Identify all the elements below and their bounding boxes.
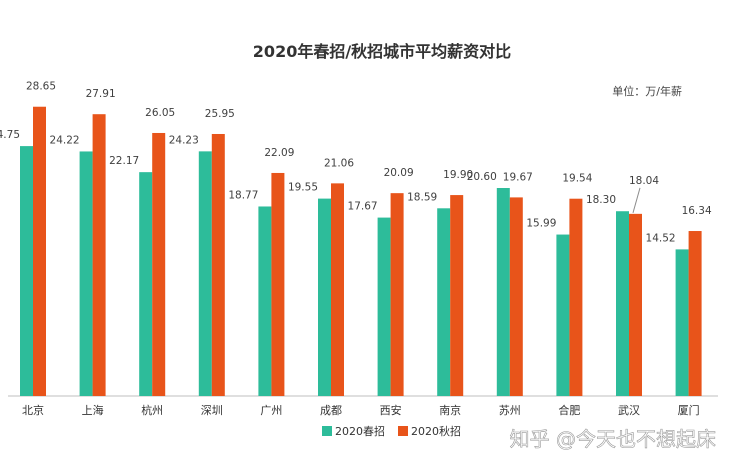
- value-label: 24.23: [169, 134, 199, 146]
- legend: 2020春招 2020秋招: [322, 424, 461, 438]
- x-tick-label: 成都: [320, 404, 342, 417]
- bar-spring-8: [496, 188, 510, 396]
- value-label: 22.09: [264, 147, 294, 159]
- value-label: 19.90: [443, 169, 473, 181]
- value-label: 19.54: [562, 173, 592, 185]
- bar-autumn-5: [331, 183, 344, 396]
- x-tick-label: 深圳: [201, 404, 223, 417]
- watermark: 知乎 @今天也不想起床: [510, 427, 716, 451]
- value-label: 21.06: [324, 157, 354, 169]
- value-label: 16.34: [682, 205, 712, 217]
- value-label: 24.22: [50, 134, 80, 146]
- value-label: 18.59: [407, 191, 437, 203]
- value-label: 24.75: [0, 129, 20, 141]
- value-label: 14.52: [646, 232, 676, 244]
- value-label: 26.05: [145, 107, 175, 119]
- value-label: 22.17: [109, 155, 139, 167]
- bar-spring-11: [675, 249, 689, 396]
- x-tick-label: 北京: [22, 403, 44, 417]
- value-label: 20.09: [384, 167, 414, 179]
- bar-autumn-8: [509, 197, 523, 396]
- bar-autumn-1: [92, 114, 106, 396]
- value-label: 15.99: [526, 218, 556, 230]
- bar-spring-9: [556, 234, 570, 396]
- chart-title: 2020年春招/秋招城市平均薪资对比: [253, 42, 511, 61]
- bar-spring-3: [198, 151, 212, 396]
- bar-spring-0: [20, 146, 33, 396]
- bar-autumn-4: [271, 172, 285, 396]
- bar-autumn-7: [450, 195, 464, 396]
- value-label: 28.65: [26, 81, 56, 93]
- value-label: 19.55: [288, 182, 318, 194]
- value-label: 20.60: [467, 171, 497, 183]
- x-tick-label: 南京: [439, 403, 461, 417]
- bar-autumn-0: [33, 106, 46, 396]
- bar-spring-1: [79, 151, 93, 396]
- x-tick-label: 杭州: [141, 403, 163, 417]
- x-tick-label: 西安: [380, 403, 402, 417]
- bar-spring-5: [318, 198, 331, 396]
- legend-swatch: [398, 426, 408, 436]
- value-label: 27.91: [86, 88, 116, 100]
- bar-spring-6: [377, 217, 391, 396]
- value-label: 19.67: [503, 171, 533, 183]
- bar-autumn-9: [569, 198, 583, 396]
- unit-label: 单位：万/年薪: [612, 84, 682, 98]
- bar-autumn-10: [629, 213, 642, 396]
- bar-spring-7: [437, 208, 451, 396]
- x-tick-label: 苏州: [499, 404, 521, 417]
- value-label: 18.77: [228, 189, 258, 201]
- bar-spring-10: [616, 211, 629, 396]
- bar-autumn-3: [211, 133, 225, 396]
- x-tick-label: 厦门: [678, 403, 700, 417]
- bar-spring-4: [258, 206, 272, 396]
- bar-spring-2: [139, 172, 153, 396]
- legend-swatch: [322, 426, 332, 436]
- bar-autumn-11: [688, 231, 702, 396]
- bar-autumn-6: [390, 193, 404, 396]
- leader-line: [632, 187, 641, 213]
- x-tick-label: 上海: [82, 403, 104, 417]
- x-tick-label: 合肥: [558, 403, 580, 417]
- value-label: 25.95: [205, 108, 235, 120]
- legend-label: 2020春招: [335, 424, 385, 438]
- value-label: 18.30: [586, 194, 616, 206]
- bar-autumn-2: [152, 132, 166, 396]
- x-tick-label: 武汉: [618, 404, 640, 417]
- legend-label: 2020秋招: [411, 424, 461, 438]
- x-tick-label: 广州: [260, 404, 282, 417]
- value-label: 17.67: [348, 201, 378, 213]
- value-label: 18.04: [629, 175, 659, 187]
